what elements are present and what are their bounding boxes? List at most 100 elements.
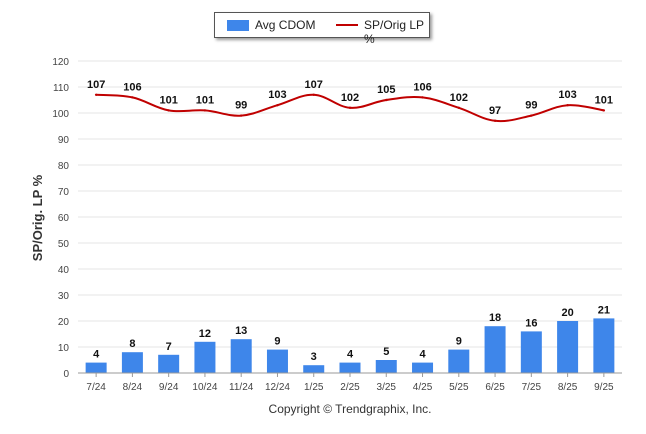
line-data-label: 105 (377, 84, 395, 96)
line-data-label: 99 (235, 100, 247, 112)
x-tick-label: 8/25 (558, 382, 578, 393)
bar (158, 354, 180, 373)
bar (339, 362, 361, 373)
bar-data-label: 4 (347, 349, 354, 361)
line-data-label: 102 (341, 92, 359, 104)
x-tick-label: 11/24 (229, 382, 254, 393)
bar (520, 331, 542, 373)
y-tick-label: 70 (58, 187, 70, 198)
data-labels: 4 8 7 12 13 9 3 4 5 4 9 18 16 20 21 107 106 101 101 99 103 10… (87, 79, 613, 363)
bar (448, 349, 470, 373)
legend: Avg CDOM SP/Orig LP % (214, 12, 430, 46)
x-tick-label: 8/24 (123, 382, 143, 393)
copyright-text: Copyright © Trendgraphix, Inc. (268, 402, 432, 416)
x-tick-label: 2/25 (340, 382, 360, 393)
x-tick-label: 10/24 (192, 382, 217, 393)
bar (266, 349, 288, 373)
x-tick-label: 12/24 (265, 382, 290, 393)
bar-data-label: 21 (598, 304, 610, 316)
line-point (276, 104, 279, 107)
bar-data-label: 7 (166, 341, 172, 353)
legend-swatch-avg-cdom (227, 20, 249, 31)
y-tick-label: 20 (58, 317, 70, 328)
x-tick-label: 6/25 (485, 382, 505, 393)
line-data-label: 101 (595, 94, 613, 106)
x-tick-label: 9/24 (159, 382, 179, 393)
y-tick-label: 110 (53, 83, 69, 94)
line-point (385, 98, 388, 102)
bar (194, 341, 216, 373)
bar (412, 362, 434, 373)
bar-data-label: 16 (525, 317, 537, 329)
line-data-label: 107 (87, 79, 105, 91)
x-tick-label: 1/25 (304, 382, 324, 393)
y-axis: 0 10 20 30 40 50 60 70 80 90 100 110 120 (52, 57, 69, 380)
bar (557, 321, 579, 373)
x-tick-label: 3/25 (377, 382, 397, 393)
y-tick-label: 0 (63, 369, 69, 380)
y-tick-label: 50 (58, 239, 70, 250)
line-data-label: 99 (525, 100, 537, 112)
line-point (348, 106, 352, 110)
bar-data-label: 3 (311, 351, 317, 363)
line-point (530, 114, 533, 117)
bar-data-label: 4 (93, 349, 100, 361)
line-point (457, 106, 460, 110)
y-tick-label: 60 (58, 213, 70, 224)
y-tick-label: 30 (58, 291, 70, 302)
line-point (94, 93, 98, 97)
line-data-label: 101 (159, 94, 177, 106)
bar-data-label: 4 (419, 349, 426, 361)
line-data-label: 101 (196, 94, 214, 106)
y-tick-label: 10 (58, 343, 70, 354)
grid-lines (78, 60, 622, 374)
bar-data-label: 13 (235, 325, 247, 337)
line-point (131, 96, 134, 99)
y-tick-label: 40 (58, 265, 70, 276)
bar-data-label: 5 (383, 346, 389, 358)
line-data-label: 103 (558, 89, 576, 101)
legend-label-avg-cdom: Avg CDOM (255, 18, 316, 32)
bar (121, 352, 143, 373)
bar-data-label: 20 (561, 307, 573, 319)
x-tick-label: 5/25 (449, 382, 469, 393)
x-tick-label: 7/24 (86, 382, 106, 393)
x-tick-label: 9/25 (594, 382, 614, 393)
bar-data-label: 12 (199, 328, 211, 340)
line-point (421, 96, 424, 99)
legend-swatch-sp-orig-lp (336, 24, 358, 26)
y-tick-label: 120 (52, 57, 69, 68)
bar (375, 360, 397, 373)
legend-label-sp-orig-lp: SP/Orig LP % (364, 18, 424, 46)
bar-series-avg-cdom (85, 318, 615, 373)
x-axis: 7/24 8/24 9/24 10/24 11/24 12/24 1/25 2/25 3/25 4… (78, 372, 622, 393)
bar-data-label: 9 (456, 336, 462, 348)
line-data-label: 102 (450, 92, 468, 104)
line-data-label: 103 (268, 89, 286, 101)
line-data-label: 97 (489, 105, 501, 117)
y-axis-title: SP/Orig. LP % (30, 174, 45, 261)
x-tick-label: 7/25 (522, 382, 542, 393)
y-tick-label: 100 (52, 109, 69, 120)
bar (303, 365, 325, 373)
bar (484, 326, 506, 373)
bar (593, 318, 615, 373)
y-tick-label: 80 (58, 161, 70, 172)
line-point (203, 109, 207, 112)
line-data-label: 106 (123, 81, 141, 93)
bar (85, 362, 107, 373)
line-data-label: 106 (413, 81, 431, 93)
bar (230, 339, 252, 373)
bar-data-label: 8 (129, 338, 135, 350)
bar-data-label: 9 (274, 336, 280, 348)
line-point (312, 93, 315, 97)
line-point (240, 114, 243, 117)
line-data-label: 107 (305, 79, 323, 91)
line-point (493, 119, 497, 123)
line-point (602, 109, 606, 112)
line-series-sp-orig-lp (94, 93, 606, 123)
y-tick-label: 90 (58, 135, 70, 146)
line-point (167, 109, 170, 112)
bar-data-label: 18 (489, 312, 501, 324)
line-point (566, 104, 569, 107)
